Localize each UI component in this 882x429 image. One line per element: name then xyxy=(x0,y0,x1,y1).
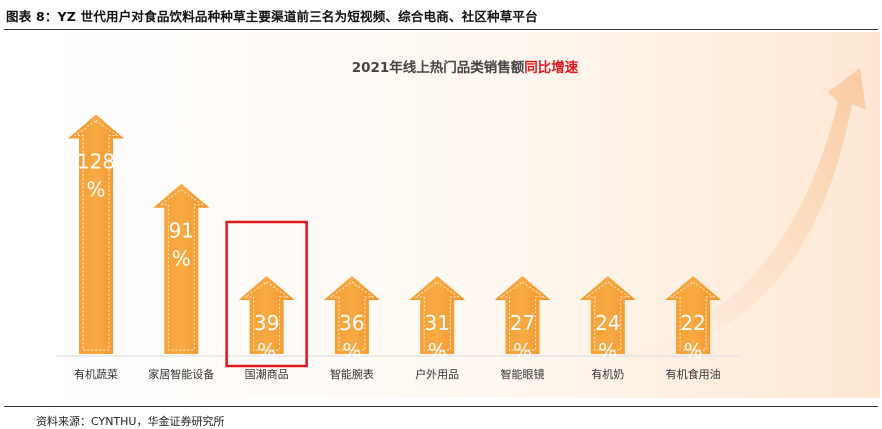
data-label-value: 24 xyxy=(595,311,620,335)
bar-arrow: 128% xyxy=(68,114,124,354)
bar-arrow-dashed-outline xyxy=(414,281,460,351)
rising-trend-arrow-icon xyxy=(598,68,866,366)
category-label: 国潮商品 xyxy=(245,367,289,381)
bar-arrow: 27% xyxy=(494,276,551,363)
bar-arrow-dashed-outline xyxy=(244,281,290,351)
data-label-value: 36 xyxy=(339,311,364,335)
bar-arrow-shape xyxy=(579,276,636,354)
data-label-unit: % xyxy=(342,339,361,363)
chart-svg: 2021年线上热门品类销售额同比增速 128%91%39%36%31%27%24… xyxy=(38,32,880,398)
bar-arrow: 39% xyxy=(238,276,295,363)
data-label-unit: % xyxy=(513,339,532,363)
chart-area: 2021年线上热门品类销售额同比增速 128% 91% 39% 36% 31% 27% 24… xyxy=(38,32,880,398)
chart-title: 2021年线上热门品类销售额同比增速 xyxy=(352,59,579,76)
bar-arrow-shape xyxy=(494,276,551,354)
bar-arrow-shape xyxy=(665,276,722,354)
data-label-value: 91 xyxy=(169,219,194,243)
data-label-value: 31 xyxy=(424,311,449,335)
data-label-value: 22 xyxy=(680,311,705,335)
bottom-rule xyxy=(4,406,878,407)
category-label: 智能眼镜 xyxy=(501,367,545,381)
data-label-unit: % xyxy=(172,247,191,271)
source-note: 资料来源：CYNTHU，华金证券研究所 xyxy=(36,415,225,428)
bar-arrow-dashed-outline xyxy=(73,119,119,351)
chart-title-highlight: 同比增速 xyxy=(524,59,578,76)
figure-title: 图表 8：YZ 世代用户对食品饮料品种种草主要渠道前三名为短视频、综合电商、社区… xyxy=(6,9,538,24)
top-rule xyxy=(4,29,878,30)
bar-arrow: 36% xyxy=(323,276,380,363)
data-label-unit: % xyxy=(257,339,276,363)
bar-arrow: 24% xyxy=(579,276,636,363)
bar-arrow-dashed-outline xyxy=(670,281,716,351)
data-label-value: 27 xyxy=(510,311,535,335)
bar-arrow-dashed-outline xyxy=(158,189,204,351)
chart-title-main: 2021年线上热门品类销售额 xyxy=(352,59,525,76)
highlight-box xyxy=(225,220,308,368)
category-label: 有机蔬菜 xyxy=(74,367,118,381)
bar-arrow-shape xyxy=(323,276,380,354)
bar-arrow-shape xyxy=(68,114,124,354)
category-label: 有机奶 xyxy=(591,367,624,381)
category-label: 家居智能设备 xyxy=(148,367,214,381)
data-label-value: 39 xyxy=(254,311,279,335)
bar-arrow-dashed-outline xyxy=(499,281,546,351)
data-label-unit: % xyxy=(428,339,447,363)
bar-arrow: 31% xyxy=(409,276,466,363)
bar-arrow-shape xyxy=(409,276,466,354)
data-label-unit: % xyxy=(684,339,703,363)
bar-arrow-dashed-outline xyxy=(585,281,631,351)
category-label: 有机食用油 xyxy=(666,367,721,381)
category-label: 智能腕表 xyxy=(330,367,374,381)
bars-group: 128%91%39%36%31%27%24%22% xyxy=(68,114,722,368)
data-label-unit: % xyxy=(86,177,105,201)
bar-arrow: 91% xyxy=(153,183,210,354)
category-label: 户外用品 xyxy=(415,367,459,381)
bar-arrow-shape xyxy=(238,276,295,354)
bar-arrow-shape xyxy=(153,183,210,354)
bar-arrow: 22% xyxy=(665,276,722,363)
bar-arrow-dashed-outline xyxy=(329,281,375,351)
data-label-value: 128 xyxy=(77,149,115,173)
category-labels-group: 有机蔬菜 家居智能设备 国潮商品 智能腕表 户外用品 智能眼镜 有机奶 有机食用油 xyxy=(74,367,721,381)
data-label-unit: % xyxy=(598,339,617,363)
